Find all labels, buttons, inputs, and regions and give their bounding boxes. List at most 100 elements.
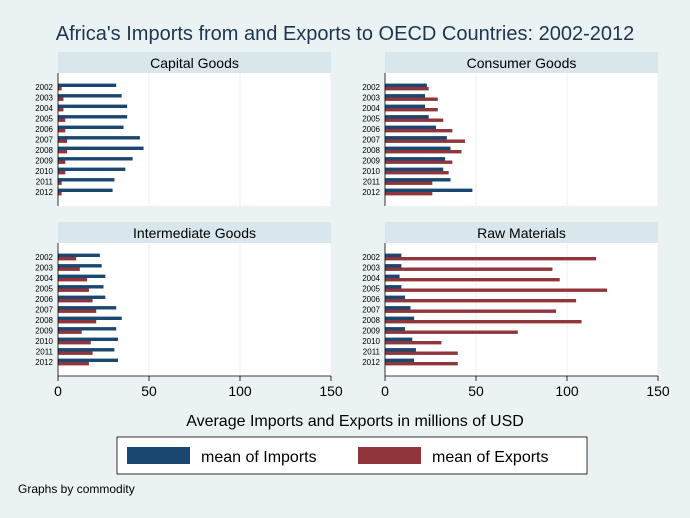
bar-exports-intermediate-goods-2003 xyxy=(58,267,80,271)
panel-title-raw-materials: Raw Materials xyxy=(477,225,566,241)
bar-exports-consumer-goods-2010 xyxy=(385,171,449,175)
bar-imports-capital-goods-2003 xyxy=(58,94,122,98)
bar-imports-capital-goods-2007 xyxy=(58,136,140,140)
bar-imports-raw-materials-2008 xyxy=(385,316,415,320)
legend-swatch-imports xyxy=(127,447,190,464)
bar-exports-raw-materials-2003 xyxy=(385,267,553,271)
category-label: 2002 xyxy=(35,83,53,92)
bar-exports-capital-goods-2006 xyxy=(58,129,66,133)
bar-imports-consumer-goods-2008 xyxy=(385,146,451,150)
bar-exports-raw-materials-2009 xyxy=(385,330,518,334)
bar-exports-consumer-goods-2006 xyxy=(385,129,453,133)
bar-exports-intermediate-goods-2008 xyxy=(58,320,97,324)
bar-exports-intermediate-goods-2010 xyxy=(58,341,91,345)
category-label: 2008 xyxy=(35,316,53,325)
bar-imports-consumer-goods-2007 xyxy=(385,136,447,140)
panel-header-consumer-goods xyxy=(385,52,658,73)
legend-box xyxy=(116,436,588,475)
category-label: 2006 xyxy=(362,125,380,134)
category-label: 2012 xyxy=(362,358,380,367)
panel-title-capital-goods: Capital Goods xyxy=(150,55,239,71)
bar-exports-consumer-goods-2007 xyxy=(385,139,466,143)
category-label: 2009 xyxy=(362,327,380,336)
bar-exports-intermediate-goods-2004 xyxy=(58,278,88,282)
x-tick-label: 150 xyxy=(646,383,670,399)
bar-exports-capital-goods-2010 xyxy=(58,171,66,175)
category-label: 2004 xyxy=(35,104,53,113)
bar-exports-raw-materials-2007 xyxy=(385,309,557,313)
bar-imports-capital-goods-2004 xyxy=(58,104,128,108)
category-label: 2002 xyxy=(362,83,380,92)
bar-exports-raw-materials-2004 xyxy=(385,278,560,282)
bar-imports-capital-goods-2005 xyxy=(58,115,128,119)
bar-imports-intermediate-goods-2011 xyxy=(58,348,115,352)
bar-exports-capital-goods-2007 xyxy=(58,139,68,143)
bar-exports-intermediate-goods-2006 xyxy=(58,299,93,303)
bar-exports-raw-materials-2012 xyxy=(385,362,458,366)
x-tick-label: 0 xyxy=(54,383,62,399)
bar-imports-raw-materials-2007 xyxy=(385,306,411,310)
bar-imports-capital-goods-2011 xyxy=(58,178,115,182)
category-label: 2011 xyxy=(363,348,381,357)
category-label: 2010 xyxy=(362,337,380,346)
bar-imports-raw-materials-2009 xyxy=(385,327,406,331)
bar-exports-consumer-goods-2005 xyxy=(385,118,444,122)
x-tick-label: 150 xyxy=(319,383,343,399)
bar-exports-consumer-goods-2002 xyxy=(385,87,429,91)
category-label: 2005 xyxy=(362,115,380,124)
bar-imports-consumer-goods-2003 xyxy=(385,94,426,98)
bar-imports-consumer-goods-2011 xyxy=(385,178,451,182)
bar-imports-raw-materials-2006 xyxy=(385,295,406,299)
bar-exports-capital-goods-2012 xyxy=(58,192,62,196)
bar-imports-raw-materials-2005 xyxy=(385,285,402,289)
category-label: 2004 xyxy=(362,104,380,113)
bar-exports-capital-goods-2008 xyxy=(58,150,68,154)
panel-header-raw-materials xyxy=(385,222,658,243)
category-label: 2010 xyxy=(35,337,53,346)
bar-imports-intermediate-goods-2006 xyxy=(58,295,106,299)
category-label: 2005 xyxy=(35,285,53,294)
bar-imports-consumer-goods-2005 xyxy=(385,115,429,119)
category-label: 2009 xyxy=(362,157,380,166)
category-label: 2004 xyxy=(35,274,53,283)
category-label: 2008 xyxy=(35,146,53,155)
category-label: 2011 xyxy=(36,348,54,357)
category-label: 2004 xyxy=(362,274,380,283)
bar-imports-capital-goods-2012 xyxy=(58,188,113,192)
bar-imports-intermediate-goods-2005 xyxy=(58,285,104,289)
legend: mean of Imports mean of Exports xyxy=(116,436,588,475)
bar-exports-consumer-goods-2012 xyxy=(385,192,433,196)
bar-imports-raw-materials-2011 xyxy=(385,348,416,352)
bar-exports-capital-goods-2003 xyxy=(58,97,64,101)
bar-exports-raw-materials-2008 xyxy=(385,320,582,324)
bar-exports-capital-goods-2011 xyxy=(58,181,62,185)
bar-exports-intermediate-goods-2011 xyxy=(58,351,93,355)
legend-label-exports: mean of Exports xyxy=(432,449,549,466)
bar-exports-raw-materials-2005 xyxy=(385,288,608,292)
bar-imports-intermediate-goods-2012 xyxy=(58,358,119,362)
panels-group: Capital Goods200220032004200520062007200… xyxy=(35,52,670,399)
bar-exports-intermediate-goods-2002 xyxy=(58,257,77,261)
bar-imports-intermediate-goods-2009 xyxy=(58,327,117,331)
bar-imports-intermediate-goods-2003 xyxy=(58,264,102,268)
panel-header-intermediate-goods xyxy=(58,222,331,243)
legend-swatch-exports xyxy=(358,447,421,464)
category-label: 2003 xyxy=(35,94,53,103)
bar-imports-consumer-goods-2002 xyxy=(385,83,427,87)
bar-exports-consumer-goods-2011 xyxy=(385,181,433,185)
x-tick-label: 0 xyxy=(381,383,389,399)
category-label: 2012 xyxy=(362,188,380,197)
bar-imports-consumer-goods-2004 xyxy=(385,104,426,108)
bar-exports-consumer-goods-2009 xyxy=(385,160,453,164)
category-label: 2006 xyxy=(35,295,53,304)
category-label: 2011 xyxy=(363,178,381,187)
bar-imports-raw-materials-2012 xyxy=(385,358,415,362)
chart-title: Africa's Imports from and Exports to OEC… xyxy=(56,23,635,45)
panel-title-consumer-goods: Consumer Goods xyxy=(467,55,577,71)
bar-exports-consumer-goods-2004 xyxy=(385,108,438,112)
x-tick-label: 50 xyxy=(468,383,484,399)
bar-exports-raw-materials-2002 xyxy=(385,257,597,261)
bar-exports-intermediate-goods-2012 xyxy=(58,362,89,366)
category-label: 2003 xyxy=(35,264,53,273)
category-label: 2009 xyxy=(35,327,53,336)
